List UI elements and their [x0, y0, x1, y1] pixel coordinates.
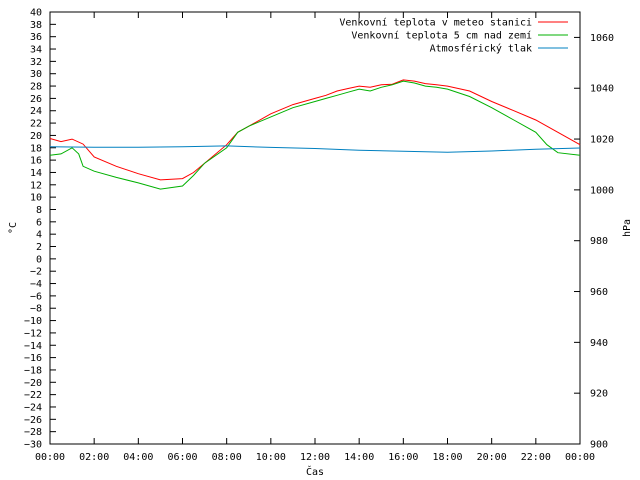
- x-tick-label: 10:00: [256, 452, 286, 463]
- y-left-tick-label: 18: [30, 143, 42, 154]
- y-left-tick-label: 14: [30, 168, 42, 179]
- legend-label-3: Atmosférický tlak: [430, 43, 532, 55]
- y-left-tick-label: −6: [30, 291, 42, 302]
- y-left-tick-label: −2: [30, 267, 42, 278]
- y-right-tick-label: 1060: [590, 33, 614, 44]
- y-left-tick-label: −30: [24, 440, 42, 451]
- y-right-tick-label: 900: [590, 440, 608, 451]
- y-left-tick-label: −24: [24, 402, 42, 413]
- legend-label-2: Venkovní teplota 5 cm nad zemí: [351, 30, 532, 42]
- x-tick-label: 00:00: [35, 452, 65, 463]
- y-right-tick-label: 980: [590, 236, 608, 247]
- y-left-tick-label: 26: [30, 94, 42, 105]
- y-left-tick-label: 10: [30, 193, 42, 204]
- series-line-2: [49, 80, 581, 190]
- y-axis-label-left: °C: [8, 222, 19, 234]
- y-left-tick-label: 40: [30, 8, 42, 19]
- x-tick-label: 22:00: [521, 452, 551, 463]
- plot-frame: [49, 11, 581, 445]
- y-left-tick-label: 2: [36, 242, 42, 253]
- y-left-tick-label: −26: [24, 415, 42, 426]
- y-left-tick-label: 28: [30, 82, 42, 93]
- x-tick-label: 06:00: [167, 452, 197, 463]
- x-axis-label: Čas: [306, 465, 324, 478]
- x-tick-label: 04:00: [123, 452, 153, 463]
- x-tick-label: 12:00: [300, 452, 330, 463]
- y-left-tick-label: 24: [30, 106, 42, 117]
- y-left-tick-label: 20: [30, 131, 42, 142]
- legend-label-1: Venkovní teplota v meteo stanici: [339, 17, 532, 29]
- y-left-tick-label: 38: [30, 20, 42, 31]
- y-right-tick-label: 1020: [590, 135, 614, 146]
- y-left-tick-label: −8: [30, 304, 42, 315]
- y-left-tick-label: 0: [36, 254, 42, 265]
- y-left-tick-label: −20: [24, 378, 42, 389]
- y-left-tick-label: −16: [24, 353, 42, 364]
- x-tick-label: 00:00: [565, 452, 595, 463]
- y-left-tick-label: 12: [30, 180, 42, 191]
- y-left-tick-label: −4: [30, 279, 42, 290]
- y-left-tick-label: −22: [24, 390, 42, 401]
- x-tick-label: 20:00: [477, 452, 507, 463]
- y-right-tick-label: 960: [590, 287, 608, 298]
- x-tick-label: 14:00: [344, 452, 374, 463]
- y-right-tick-label: 940: [590, 338, 608, 349]
- y-right-tick-label: 920: [590, 389, 608, 400]
- y-left-tick-label: −18: [24, 365, 42, 376]
- series-line-3: [49, 145, 581, 153]
- y-left-tick-label: 32: [30, 57, 42, 68]
- x-tick-label: 18:00: [432, 452, 462, 463]
- y-right-tick-label: 1040: [590, 84, 614, 95]
- y-left-tick-label: −10: [24, 316, 42, 327]
- y-left-tick-label: 36: [30, 32, 42, 43]
- y-left-tick-label: −14: [24, 341, 42, 352]
- y-left-tick-label: 22: [30, 119, 42, 130]
- x-tick-label: 16:00: [388, 452, 418, 463]
- series-line-1: [49, 79, 581, 181]
- y-left-tick-label: 30: [30, 69, 42, 80]
- x-tick-label: 02:00: [79, 452, 109, 463]
- y-left-tick-label: 4: [36, 230, 42, 241]
- x-tick-label: 08:00: [212, 452, 242, 463]
- y-left-tick-label: −12: [24, 328, 42, 339]
- y-left-tick-label: −28: [24, 427, 42, 438]
- y-left-tick-label: 16: [30, 156, 42, 167]
- y-right-tick-label: 1000: [590, 185, 614, 196]
- y-axis-label-right: hPa: [622, 219, 633, 237]
- y-left-tick-label: 34: [30, 45, 42, 56]
- y-left-tick-label: 8: [36, 205, 42, 216]
- y-left-tick-label: 6: [36, 217, 42, 228]
